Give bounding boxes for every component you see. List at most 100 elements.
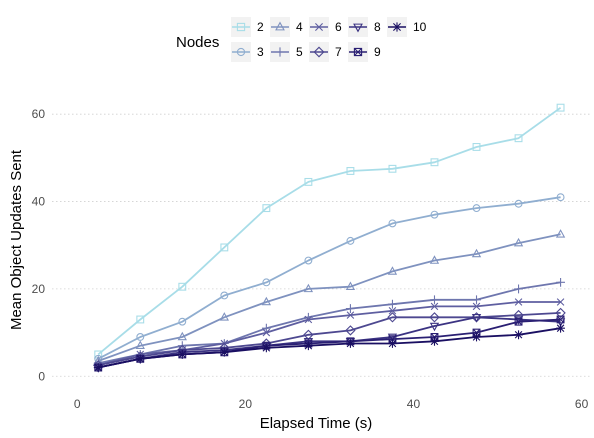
data-point bbox=[345, 281, 356, 290]
legend-item-6: 6 bbox=[309, 17, 342, 37]
data-point bbox=[304, 177, 313, 186]
data-point bbox=[388, 299, 397, 309]
data-point bbox=[514, 330, 523, 340]
series-line bbox=[98, 281, 561, 365]
legend-label: 5 bbox=[296, 45, 303, 59]
data-point bbox=[430, 295, 439, 305]
data-point bbox=[556, 103, 565, 112]
series-3 bbox=[94, 193, 565, 363]
data-point bbox=[472, 204, 481, 213]
data-point bbox=[261, 343, 271, 353]
data-point bbox=[353, 23, 363, 33]
data-point bbox=[388, 339, 397, 348]
data-point bbox=[472, 302, 481, 311]
legend-label: 6 bbox=[335, 20, 342, 34]
data-point bbox=[430, 210, 439, 219]
data-point bbox=[388, 306, 397, 315]
data-point bbox=[472, 295, 481, 305]
data-point bbox=[178, 317, 187, 326]
data-point bbox=[514, 317, 523, 326]
data-point bbox=[135, 340, 145, 349]
data-point bbox=[429, 312, 440, 323]
data-point bbox=[556, 298, 565, 306]
data-point bbox=[556, 277, 565, 287]
data-point bbox=[472, 143, 481, 151]
data-point bbox=[472, 332, 481, 342]
data-point bbox=[313, 46, 325, 58]
legend-item-7: 7 bbox=[309, 42, 342, 62]
data-point bbox=[430, 302, 439, 311]
series-line bbox=[98, 327, 561, 369]
data-point bbox=[346, 236, 355, 245]
legend-label: 3 bbox=[257, 45, 264, 59]
data-point bbox=[220, 291, 229, 300]
series-9 bbox=[94, 315, 565, 372]
data-point bbox=[429, 322, 440, 332]
x-tick-label: 40 bbox=[407, 397, 421, 411]
data-point bbox=[346, 167, 355, 175]
y-axis: 0 20 40 60 bbox=[32, 107, 46, 383]
data-point bbox=[303, 283, 314, 293]
data-point bbox=[219, 312, 229, 321]
series-layer bbox=[93, 103, 566, 373]
y-tick-label: 60 bbox=[32, 107, 46, 121]
data-point bbox=[177, 350, 187, 359]
data-point bbox=[178, 282, 187, 291]
x-tick-label: 60 bbox=[575, 397, 589, 411]
series-4 bbox=[93, 229, 566, 365]
legend-item-10: 10 bbox=[387, 17, 427, 37]
data-point bbox=[315, 23, 323, 31]
data-point bbox=[219, 347, 229, 357]
x-axis: 0 20 40 60 bbox=[74, 397, 589, 411]
data-point bbox=[387, 266, 398, 275]
series-line bbox=[97, 233, 561, 362]
data-point bbox=[304, 315, 313, 324]
legend-item-5: 5 bbox=[270, 42, 303, 62]
data-point bbox=[275, 47, 285, 57]
data-point bbox=[514, 134, 523, 143]
series-line bbox=[97, 196, 561, 360]
data-point bbox=[514, 298, 523, 306]
data-point bbox=[236, 47, 246, 57]
data-point bbox=[236, 22, 246, 32]
data-point bbox=[555, 307, 566, 319]
data-point bbox=[388, 164, 397, 173]
data-point bbox=[471, 314, 482, 323]
legend-label: 4 bbox=[296, 20, 303, 34]
data-point bbox=[220, 243, 229, 252]
y-tick-label: 40 bbox=[32, 195, 46, 209]
data-point bbox=[556, 323, 565, 333]
legend-label: 9 bbox=[374, 45, 381, 59]
data-point bbox=[262, 204, 271, 213]
data-point bbox=[345, 325, 356, 336]
data-point bbox=[275, 21, 285, 31]
data-point bbox=[303, 341, 313, 351]
data-point bbox=[353, 47, 363, 57]
data-point bbox=[346, 304, 355, 313]
data-point bbox=[177, 331, 187, 341]
data-point bbox=[388, 219, 397, 228]
data-point bbox=[387, 312, 398, 323]
data-point bbox=[555, 229, 566, 238]
data-point bbox=[136, 333, 145, 341]
data-point bbox=[136, 315, 145, 324]
data-point bbox=[262, 328, 271, 337]
data-point bbox=[261, 323, 271, 333]
data-point bbox=[303, 329, 314, 340]
data-point bbox=[430, 158, 439, 167]
data-point bbox=[346, 311, 355, 319]
series-2 bbox=[94, 103, 565, 359]
data-point bbox=[392, 22, 402, 32]
legend: Nodes 2 3 4 5 6 7 8 9 10 bbox=[176, 17, 427, 62]
legend-title: Nodes bbox=[176, 34, 219, 51]
series-line bbox=[98, 316, 561, 369]
data-point bbox=[513, 237, 524, 247]
legend-label: 7 bbox=[335, 45, 342, 59]
data-point bbox=[262, 278, 271, 287]
x-tick-label: 20 bbox=[239, 397, 253, 411]
data-point bbox=[93, 363, 103, 372]
x-tick-label: 0 bbox=[74, 397, 81, 411]
legend-item-4: 4 bbox=[270, 17, 303, 37]
data-point bbox=[430, 336, 439, 346]
